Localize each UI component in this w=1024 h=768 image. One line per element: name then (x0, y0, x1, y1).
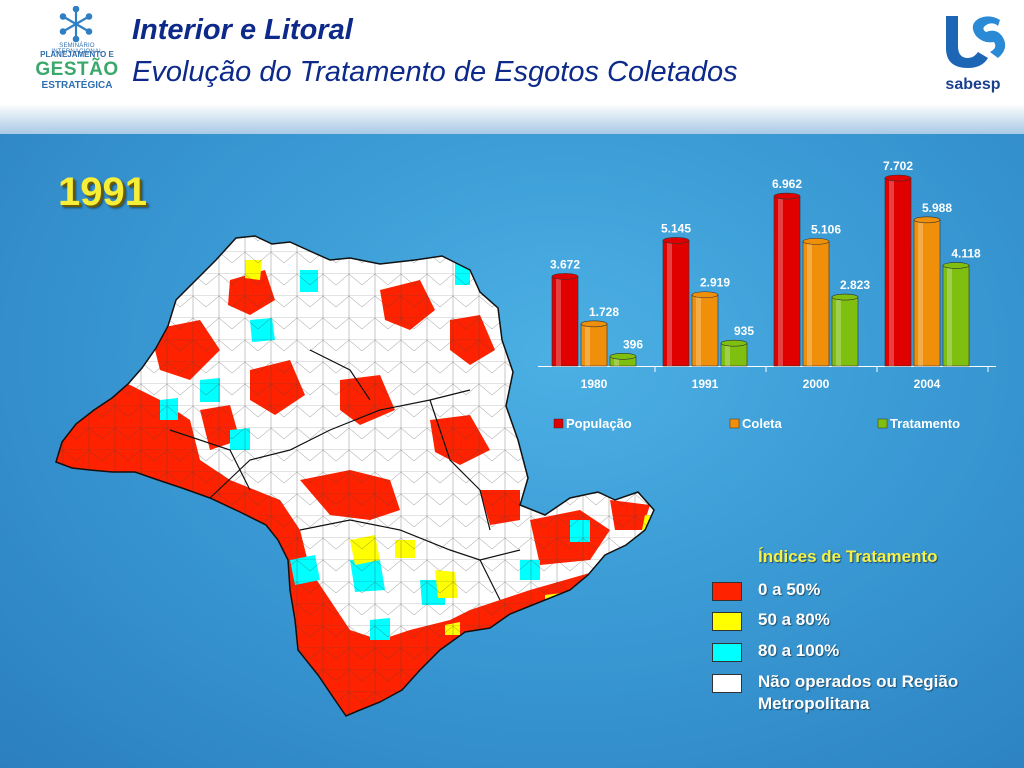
bar-tratamento-1980 (609, 353, 637, 367)
bar-tratamento-1991 (720, 339, 748, 367)
data-label-tratamento-2004: 4.118 (951, 246, 981, 260)
page-subtitle: Evolução do Tratamento de Esgotos Coleta… (132, 56, 738, 88)
data-label-coleta-1991: 2.919 (700, 276, 730, 290)
map-region-borders (169, 349, 521, 601)
data-label-coleta-1980: 1.728 (589, 305, 619, 319)
x-tick-label-1991: 1991 (692, 377, 719, 391)
bar-coleta-1980 (580, 320, 608, 367)
sabesp-mark-icon (946, 16, 1006, 68)
page-title: Interior e Litoral (132, 14, 353, 46)
map-legend-item-none: Não operados ou Região Metropolitana (712, 671, 1022, 719)
data-label-população-1980: 3.672 (550, 257, 580, 271)
legend-swatch-white (712, 674, 742, 693)
x-tick-label-2000: 2000 (803, 377, 830, 391)
logo-seminar-text: SEMINÁRIO INTERNACIONAL (51, 43, 103, 55)
legend-label-high: 80 a 100% (758, 641, 840, 660)
sabesp-logo: sabesp (938, 12, 1008, 96)
legend-label-none-line2: Metropolitana (758, 694, 870, 713)
legend-label-mid: 50 a 80% (758, 610, 830, 629)
legend-swatch-red (712, 582, 742, 601)
data-label-população-2000: 6.962 (772, 177, 802, 191)
logo-plan-text: PLANEJAMENTO E (40, 50, 114, 59)
x-tick-label-1980: 1980 (581, 377, 608, 391)
bar-coleta-2004 (913, 216, 941, 367)
bar-população-2000 (773, 192, 801, 367)
map-state-outline (55, 235, 655, 717)
chart-legend-swatch-população (553, 418, 564, 429)
bar-tratamento-2004 (942, 262, 970, 367)
data-label-tratamento-2000: 2.823 (840, 278, 870, 292)
sao-paulo-state-map (55, 235, 655, 717)
data-label-tratamento-1991: 935 (734, 324, 754, 338)
map-legend-item-high: 80 a 100% (712, 640, 1022, 664)
map-legend-item-low: 0 a 50% (712, 579, 1022, 603)
legend-label-low: 0 a 50% (758, 580, 821, 599)
bar-população-1991 (662, 237, 690, 367)
data-label-coleta-2000: 5.106 (811, 222, 841, 236)
bar-população-2004 (884, 174, 912, 367)
chart-legend-label-população: População (566, 416, 632, 431)
bar-população-1980 (551, 273, 579, 367)
sabesp-wordmark: sabesp (945, 76, 1001, 93)
main-panel: 1991 (0, 134, 1024, 768)
bar-coleta-2000 (802, 238, 830, 367)
legend-swatch-cyan (712, 643, 742, 662)
x-tick-label-2004: 2004 (914, 377, 941, 391)
data-label-população-2004: 7.702 (883, 159, 913, 173)
bar-tratamento-2000 (831, 293, 859, 367)
data-label-população-1991: 5.145 (661, 221, 691, 235)
logo-gestao-text: GESTÃO (35, 59, 119, 80)
chart-legend-swatch-tratamento (877, 418, 888, 429)
header: SEMINÁRIO INTERNACIONAL PLANEJAMENTO E G… (0, 0, 1024, 134)
snowflake-icon (59, 6, 93, 42)
legend-label-none: Não operados ou Região (758, 672, 959, 691)
logo-estrategica-text: ESTRATÉGICA (41, 80, 113, 91)
bar-coleta-1991 (691, 291, 719, 367)
seminar-logo: SEMINÁRIO INTERNACIONAL PLANEJAMENTO E G… (34, 6, 120, 98)
data-label-tratamento-1980: 396 (623, 337, 643, 351)
chart-legend-swatch-coleta (729, 418, 740, 429)
chart-legend-label-tratamento: Tratamento (890, 416, 960, 431)
data-label-coleta-2004: 5.988 (922, 201, 952, 215)
map-legend-title: Índices de Tratamento (758, 547, 938, 566)
population-bar-chart: 3.672 1.728 396 1980 5.145 2.919 935 1991 6.962 5… (538, 159, 996, 431)
chart-legend-label-coleta: Coleta (742, 416, 783, 431)
header-band (0, 104, 1024, 134)
legend-swatch-yellow (712, 612, 742, 631)
map-legend-item-mid: 50 a 80% (712, 609, 1022, 633)
year-label: 1991 (58, 170, 147, 214)
